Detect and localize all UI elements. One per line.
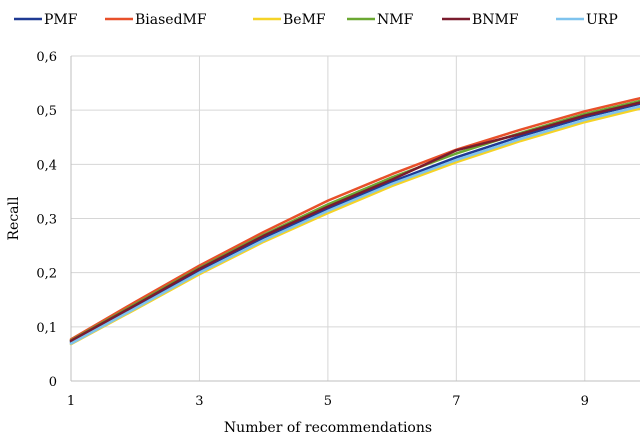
legend-label-urp: URP — [586, 12, 618, 28]
x-tick-label: 1 — [67, 394, 75, 409]
series-line-nmf — [69, 99, 640, 342]
axes — [70, 56, 640, 382]
series-line-bnmf — [69, 101, 640, 343]
series-line-bemf — [69, 107, 640, 346]
legend-label-biasedmf: BiasedMF — [135, 12, 207, 28]
series-line-urp — [69, 105, 640, 345]
legend: PMF BiasedMF BeMF NMF BNMF URP — [14, 12, 618, 28]
y-tick-label: 0,5 — [36, 104, 57, 119]
x-tick-label: 7 — [452, 394, 460, 409]
y-axis-title: Recall — [6, 196, 22, 240]
series-line-biasedmf — [69, 96, 640, 341]
y-tick-label: 0,4 — [36, 158, 57, 173]
x-axis-title: Number of recommendations — [224, 420, 432, 436]
y-tick-label: 0,3 — [36, 213, 57, 228]
legend-label-pmf: PMF — [44, 12, 78, 28]
series-line-pmf — [69, 102, 640, 344]
grid-lines — [71, 55, 640, 381]
legend-label-nmf: NMF — [377, 12, 414, 28]
series-lines — [69, 96, 640, 346]
x-tick-label: 3 — [195, 394, 203, 409]
x-tick-label: 9 — [581, 394, 589, 409]
y-tick-label: 0,1 — [36, 321, 57, 336]
x-tick-label: 5 — [324, 394, 332, 409]
legend-label-bnmf: BNMF — [472, 12, 519, 28]
y-tick-label: 0,2 — [36, 267, 57, 282]
y-tick-label: 0,6 — [36, 50, 57, 65]
y-tick-label: 0 — [49, 375, 57, 390]
legend-label-bemf: BeMF — [283, 12, 326, 28]
tick-labels: 0 0,1 0,2 0,3 0,4 0,5 0,6 1 3 5 7 9 — [36, 50, 589, 409]
